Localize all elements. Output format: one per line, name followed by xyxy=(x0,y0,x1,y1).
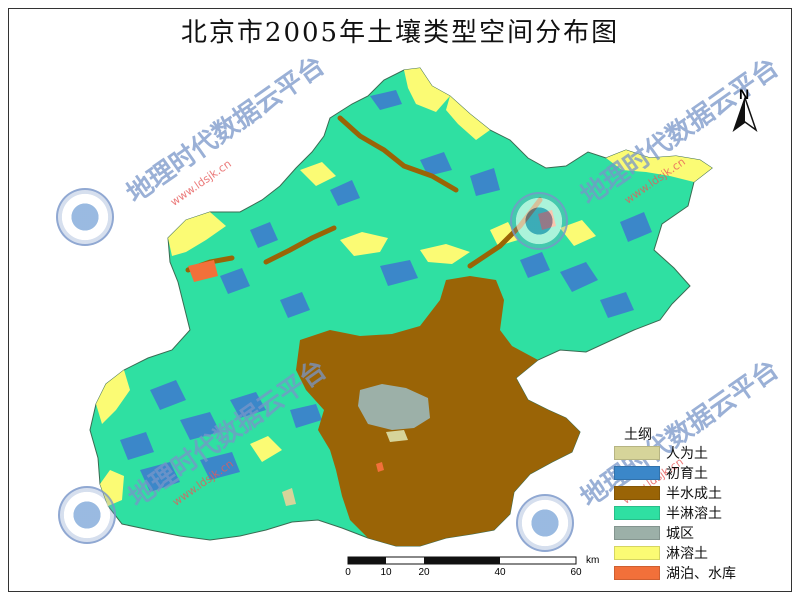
scale-tick-label: 0 xyxy=(345,567,351,578)
legend-item: 湖泊、水库 xyxy=(614,564,736,582)
scale-tick-label: 10 xyxy=(380,567,392,578)
scale-unit: km xyxy=(586,555,600,566)
legend-label: 淋溶土 xyxy=(666,546,708,562)
scale-tick-label: 40 xyxy=(494,567,506,578)
legend-swatch xyxy=(614,526,660,540)
scale-tick-label: 60 xyxy=(570,567,582,578)
legend-item: 淋溶土 xyxy=(614,544,708,562)
legend-item: 半水成土 xyxy=(614,484,722,502)
primitive-soil-patches xyxy=(120,90,652,492)
scale-bar: 0 10 20 40 60 km xyxy=(342,553,599,578)
legend-item: 城区 xyxy=(614,524,694,542)
legend-label: 半淋溶土 xyxy=(666,506,722,522)
anthropogenic-soil-patches xyxy=(282,430,408,506)
legend-item: 人为土 xyxy=(614,444,708,462)
map-title: 北京市2005年土壤类型空间分布图 xyxy=(180,18,620,48)
scale-tick-label: 20 xyxy=(418,567,430,578)
legend-item: 初育土 xyxy=(614,464,708,482)
legend-swatch xyxy=(614,446,660,460)
north-arrow-icon xyxy=(732,95,758,133)
legend-swatch xyxy=(614,566,660,580)
north-label: N xyxy=(739,86,750,102)
watermark-logo xyxy=(516,494,574,552)
legend-title: 土纲 xyxy=(624,427,652,443)
legend-label: 湖泊、水库 xyxy=(666,566,736,582)
urban-area xyxy=(358,384,430,430)
legend-swatch xyxy=(614,546,660,560)
legend-swatch xyxy=(614,486,660,500)
legend-swatch xyxy=(614,466,660,480)
legend-label: 人为土 xyxy=(666,446,708,462)
scale-bar-graphic xyxy=(347,556,577,565)
map-frame xyxy=(8,8,792,592)
watermark-logo xyxy=(58,486,116,544)
legend-label: 城区 xyxy=(666,526,694,542)
semi-hydromorphic-plain xyxy=(296,276,580,546)
legend-label: 初育土 xyxy=(666,466,708,482)
watermark-logo xyxy=(56,188,114,246)
legend-item: 半淋溶土 xyxy=(614,504,722,522)
legend-label: 半水成土 xyxy=(666,486,722,502)
legend-swatch xyxy=(614,506,660,520)
watermark-logo xyxy=(510,192,568,250)
